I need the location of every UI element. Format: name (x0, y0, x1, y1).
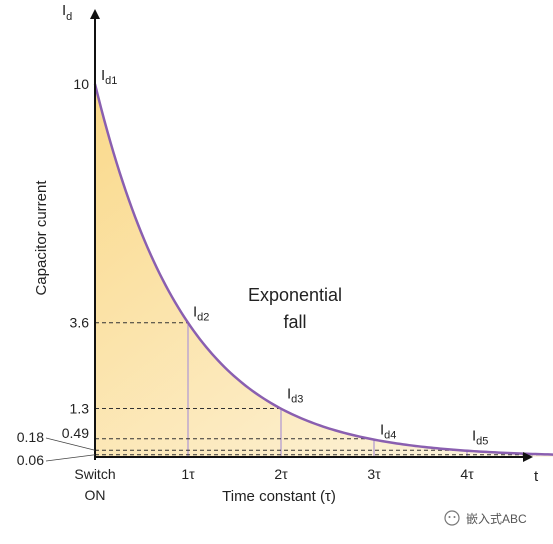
point-label: Id5 (472, 427, 488, 447)
area-under-curve (95, 84, 553, 457)
y-tick-label: 1.3 (70, 401, 90, 417)
point-label: Id2 (193, 304, 209, 324)
y-tick-leader (45, 437, 96, 451)
y-tick-label: 10 (73, 76, 89, 92)
point-label: Id3 (287, 386, 303, 406)
x-tick-label: 2τ (274, 466, 288, 482)
tick-labels: 103.61.30.490.180.06SwitchON1τ2τ3τ4τ5τ (17, 76, 474, 503)
x-tick-label: 3τ (367, 466, 381, 482)
x-axis-title: Time constant (τ) (222, 488, 336, 505)
y-axis-title: Capacitor current (33, 180, 50, 296)
y-tick-label: 0.06 (17, 452, 44, 468)
annotation-line1: Exponential (248, 285, 342, 305)
point-label: Id4 (380, 422, 396, 442)
y-axis-symbol: Id (62, 2, 72, 23)
point-label: Id1 (101, 67, 117, 87)
point-labels: Id1Id2Id3Id4Id5Id6 (101, 67, 488, 447)
x-tick-label: ON (85, 487, 106, 503)
x-tick-label: Switch (74, 466, 115, 482)
x-axis-symbol: t (534, 468, 539, 485)
y-tick-label: 0.49 (62, 425, 89, 441)
watermark-text: 嵌入式ABC (466, 512, 527, 526)
y-tick-label: 0.18 (17, 429, 44, 445)
annotation-line2: fall (283, 312, 306, 332)
y-tick-leader (45, 454, 96, 462)
area-fill (95, 84, 553, 457)
watermark: 嵌入式ABC (444, 510, 527, 526)
y-tick-label: 3.6 (70, 315, 90, 331)
discharge-curve (93, 83, 553, 456)
x-tick-label: 1τ (181, 466, 195, 482)
curve-layer (93, 83, 553, 456)
x-tick-label: 4τ (460, 466, 474, 482)
wechat-icon (444, 510, 460, 526)
guide-lines (95, 322, 553, 457)
